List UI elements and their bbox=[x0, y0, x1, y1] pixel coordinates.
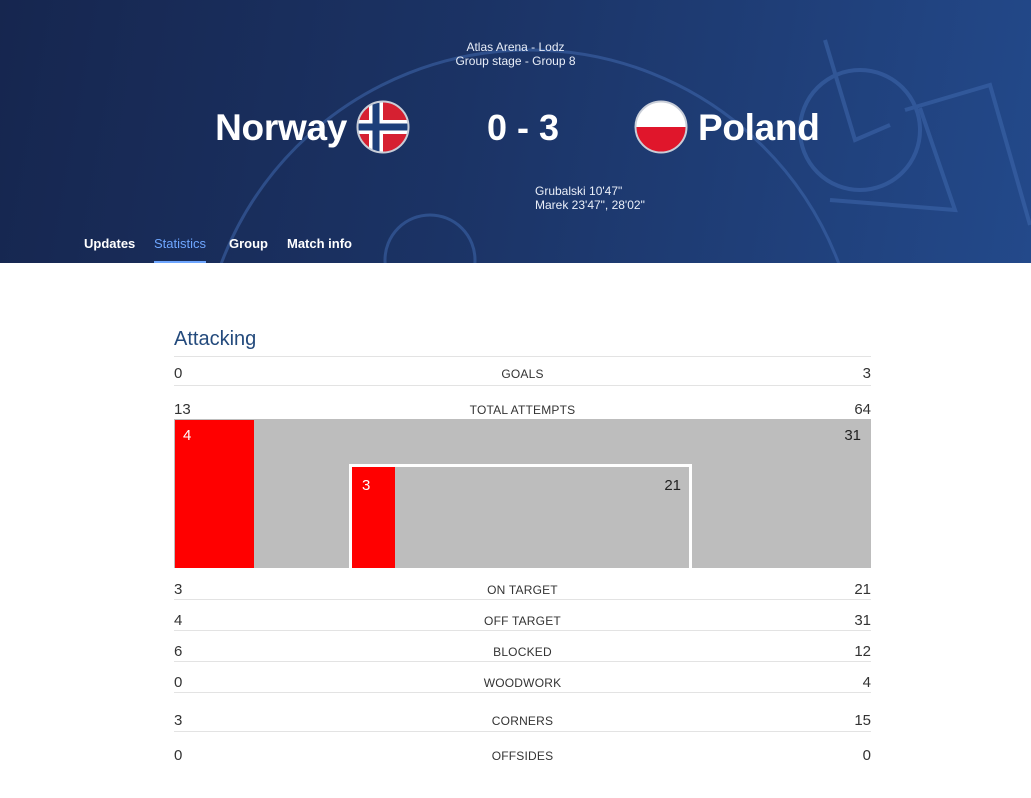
match-tabs: Updates Statistics Group Match info bbox=[0, 228, 1031, 263]
tab-statistics[interactable]: Statistics bbox=[154, 236, 207, 263]
goal-frame: 3 21 bbox=[349, 464, 692, 568]
match-header: Atlas Arena - Lodz Group stage - Group 8… bbox=[0, 0, 1031, 263]
away-value: 3 bbox=[862, 365, 871, 382]
stat-label: TOTAL ATTEMPTS bbox=[469, 403, 576, 417]
section-title-attacking: Attacking bbox=[174, 328, 257, 350]
divider bbox=[174, 692, 871, 693]
away-team-name[interactable]: Poland bbox=[698, 107, 820, 148]
away-value: 31 bbox=[854, 612, 871, 629]
stat-row-corners: 3 CORNERS 15 bbox=[174, 712, 871, 732]
tab-match-info[interactable]: Match info bbox=[287, 236, 352, 251]
stat-row-goals: 0 GOALS 3 bbox=[174, 365, 871, 385]
home-on-target-value: 3 bbox=[362, 477, 371, 494]
divider bbox=[174, 731, 871, 732]
stat-label: ON TARGET bbox=[487, 583, 558, 597]
divider bbox=[174, 599, 871, 600]
venue-info: Atlas Arena - Lodz Group stage - Group 8 bbox=[0, 40, 1031, 68]
poland-flag-icon bbox=[634, 100, 688, 154]
tab-group[interactable]: Group bbox=[229, 236, 268, 251]
stat-label: WOODWORK bbox=[483, 676, 562, 690]
away-value: 4 bbox=[862, 674, 871, 691]
home-value: 0 bbox=[174, 365, 183, 382]
home-value: 0 bbox=[174, 674, 183, 691]
home-off-target-bar bbox=[175, 420, 254, 568]
divider bbox=[174, 661, 871, 662]
stat-label: OFFSIDES bbox=[491, 749, 554, 763]
divider bbox=[174, 356, 871, 357]
away-value: 12 bbox=[854, 643, 871, 660]
divider bbox=[174, 385, 871, 386]
home-value: 4 bbox=[174, 612, 183, 629]
home-value: 13 bbox=[174, 401, 191, 418]
home-value: 6 bbox=[174, 643, 183, 660]
stat-row-offsides: 0 OFFSIDES 0 bbox=[174, 747, 871, 767]
divider bbox=[174, 630, 871, 631]
away-on-target-value: 21 bbox=[664, 477, 681, 494]
stat-row-off-target: 4 OFF TARGET 31 bbox=[174, 612, 871, 632]
home-off-target-value: 4 bbox=[183, 427, 192, 444]
scorer-line: Grubalski 10'47" bbox=[535, 184, 623, 198]
away-value: 64 bbox=[854, 401, 871, 418]
pitch-lines-background bbox=[219, 39, 1031, 263]
away-value: 15 bbox=[854, 712, 871, 729]
stat-label: OFF TARGET bbox=[484, 614, 561, 628]
norway-flag-icon bbox=[356, 100, 410, 154]
away-value: 0 bbox=[862, 747, 871, 764]
stat-row-total-attempts: 13 TOTAL ATTEMPTS 64 bbox=[174, 401, 871, 421]
scorer-line: Marek 23'47", 28'02" bbox=[535, 198, 645, 212]
match-stage: Group stage - Group 8 bbox=[455, 54, 576, 68]
goal-scorers: Grubalski 10'47" Marek 23'47", 28'02" bbox=[535, 184, 645, 212]
attempts-goal-graphic: 4 31 3 21 bbox=[174, 419, 871, 568]
away-off-target-value: 31 bbox=[844, 427, 861, 444]
away-value: 21 bbox=[854, 581, 871, 598]
home-value: 0 bbox=[174, 747, 183, 764]
venue-name: Atlas Arena - Lodz bbox=[466, 40, 565, 54]
stat-label: CORNERS bbox=[491, 714, 554, 728]
stat-label: GOALS bbox=[501, 367, 544, 381]
stat-label: BLOCKED bbox=[493, 645, 552, 659]
home-value: 3 bbox=[174, 581, 183, 598]
stat-row-on-target: 3 ON TARGET 21 bbox=[174, 581, 871, 601]
match-score: 0 - 3 bbox=[486, 107, 560, 148]
home-team-name[interactable]: Norway bbox=[215, 107, 347, 148]
stat-row-woodwork: 0 WOODWORK 4 bbox=[174, 674, 871, 694]
stat-row-blocked: 6 BLOCKED 12 bbox=[174, 643, 871, 663]
tab-updates[interactable]: Updates bbox=[84, 236, 136, 251]
home-value: 3 bbox=[174, 712, 183, 729]
home-on-target-bar bbox=[352, 467, 395, 568]
